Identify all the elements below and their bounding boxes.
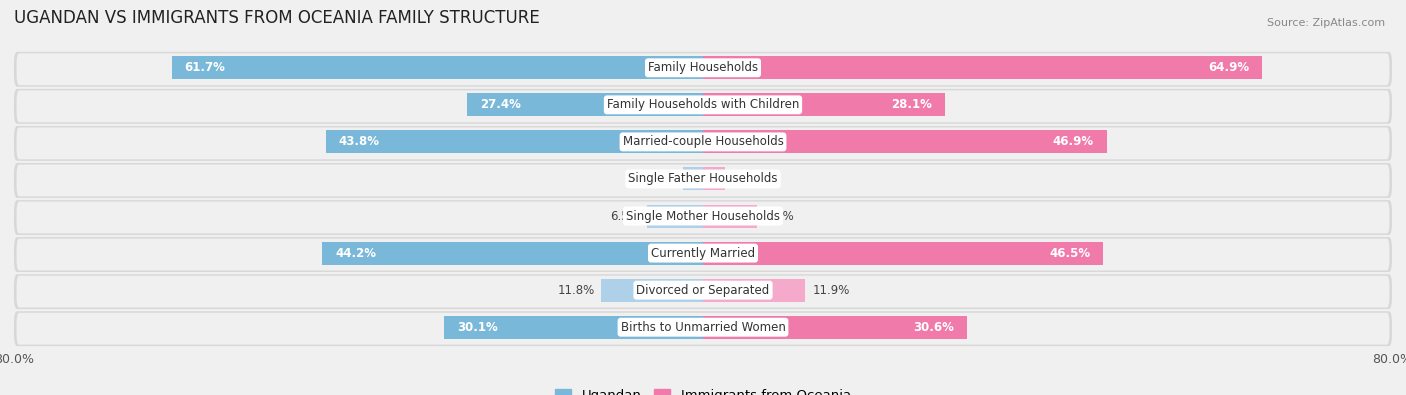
Text: Single Mother Households: Single Mother Households [626,209,780,222]
Text: 27.4%: 27.4% [479,98,520,111]
Text: Currently Married: Currently Married [651,246,755,260]
Bar [322,242,703,265]
Bar [683,167,703,190]
FancyBboxPatch shape [17,239,1389,271]
Text: 6.5%: 6.5% [610,209,640,222]
FancyBboxPatch shape [14,200,1392,235]
FancyBboxPatch shape [14,126,1392,161]
Bar [703,205,758,228]
Text: Family Households with Children: Family Households with Children [607,98,799,111]
FancyBboxPatch shape [17,53,1389,85]
Bar [703,242,1104,265]
Bar [602,278,703,302]
FancyBboxPatch shape [14,274,1392,309]
FancyBboxPatch shape [14,89,1392,124]
Text: UGANDAN VS IMMIGRANTS FROM OCEANIA FAMILY STRUCTURE: UGANDAN VS IMMIGRANTS FROM OCEANIA FAMIL… [14,9,540,27]
FancyBboxPatch shape [14,52,1392,87]
Text: 6.3%: 6.3% [763,209,794,222]
Bar [467,93,703,117]
Text: 28.1%: 28.1% [891,98,932,111]
Text: 64.9%: 64.9% [1208,61,1249,74]
FancyBboxPatch shape [17,90,1389,122]
Text: 43.8%: 43.8% [339,135,380,149]
Bar [703,130,1107,153]
Bar [326,130,703,153]
FancyBboxPatch shape [17,201,1389,233]
Text: Single Father Households: Single Father Households [628,173,778,186]
Text: 46.9%: 46.9% [1053,135,1094,149]
Bar [172,56,703,79]
Text: Births to Unmarried Women: Births to Unmarried Women [620,321,786,334]
Text: 30.6%: 30.6% [912,321,953,334]
Text: 2.3%: 2.3% [647,173,676,186]
Text: 44.2%: 44.2% [335,246,377,260]
FancyBboxPatch shape [14,237,1392,272]
FancyBboxPatch shape [17,276,1389,308]
Bar [647,205,703,228]
FancyBboxPatch shape [17,164,1389,196]
Text: Family Households: Family Households [648,61,758,74]
FancyBboxPatch shape [14,311,1392,346]
Text: 11.9%: 11.9% [813,284,849,297]
Text: Source: ZipAtlas.com: Source: ZipAtlas.com [1267,18,1385,28]
Legend: Ugandan, Immigrants from Oceania: Ugandan, Immigrants from Oceania [550,384,856,395]
Text: Divorced or Separated: Divorced or Separated [637,284,769,297]
Text: 11.8%: 11.8% [557,284,595,297]
Bar [444,316,703,339]
Text: 2.5%: 2.5% [731,173,761,186]
FancyBboxPatch shape [17,313,1389,344]
Text: 61.7%: 61.7% [184,61,225,74]
Bar [703,278,806,302]
Text: 30.1%: 30.1% [457,321,498,334]
Text: 46.5%: 46.5% [1049,246,1091,260]
Bar [703,93,945,117]
FancyBboxPatch shape [14,163,1392,198]
Text: Married-couple Households: Married-couple Households [623,135,783,149]
Bar [703,316,966,339]
FancyBboxPatch shape [17,128,1389,159]
Bar [703,167,724,190]
Bar [703,56,1263,79]
